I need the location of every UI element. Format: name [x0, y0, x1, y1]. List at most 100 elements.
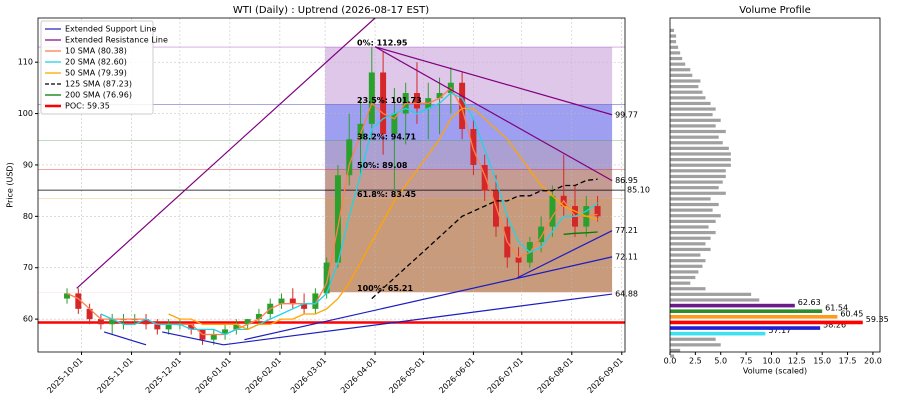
fib-label: 61.8%: 83.45 [357, 190, 416, 199]
x-tick-label: 20.0 [864, 357, 882, 366]
volume-bar [670, 101, 711, 106]
volume-bar [670, 208, 713, 212]
volume-bar [670, 152, 731, 156]
x-tick-label: 17.5 [839, 357, 857, 366]
sma-line [100, 92, 598, 336]
volume-bar [670, 253, 701, 257]
candle-body [538, 226, 545, 243]
y-tick-label: 100 [18, 109, 33, 118]
legend-box [40, 20, 154, 115]
fib-label: 23.5%: 101.73 [357, 96, 422, 105]
trendline-label: 77.21 [615, 226, 638, 235]
candle-body [323, 262, 330, 294]
y-tick-label: 110 [18, 58, 33, 67]
volume-bar [670, 73, 693, 77]
x-tick-label: 2026-09-01 [586, 356, 625, 395]
volume-bar [670, 118, 721, 122]
volume-bar-highlight [670, 309, 823, 314]
volume-bar [670, 264, 703, 268]
volume-axes-frame [669, 17, 881, 353]
candle-body [346, 139, 353, 176]
resistance-line [374, 46, 613, 182]
volume-bar [670, 225, 709, 229]
legend-label: 10 SMA (80.38) [65, 47, 127, 56]
x-tick-label: 2026-08-01 [536, 356, 575, 395]
x-tick-label: 10.0 [763, 357, 781, 366]
volume-bar [670, 51, 681, 55]
candle-body [549, 195, 556, 227]
candle-body [154, 324, 161, 330]
candle-body [334, 175, 341, 263]
volume-bar [670, 287, 706, 291]
volume-bar [670, 62, 686, 66]
candle-body [75, 293, 82, 309]
x-tick-label: 7.5 [740, 357, 753, 366]
volume-bar [670, 191, 726, 195]
candle-body [357, 123, 364, 140]
candle-body [459, 82, 466, 129]
legend-label: 125 SMA (87.23) [65, 80, 132, 89]
highlight-label: 59.35 [866, 315, 889, 324]
volume-title: Volume Profile [739, 5, 810, 16]
candle-body [492, 190, 499, 227]
candle-body [312, 293, 319, 309]
candle-body [301, 303, 308, 309]
volume-bar [670, 236, 711, 240]
candle-body [222, 329, 229, 335]
x-tick-label: 0.0 [664, 357, 677, 366]
fib-label: 100%: 65.21 [357, 284, 413, 293]
candle-body [481, 164, 488, 191]
candle-body [64, 293, 71, 299]
volume-bar [670, 298, 760, 302]
volume-bar [670, 270, 699, 274]
candle-body [109, 319, 116, 325]
volume-bar [670, 230, 716, 235]
support-line [162, 331, 224, 346]
volume-bar-highlight [670, 331, 766, 336]
resistance-line [76, 18, 376, 289]
volume-bar [670, 146, 729, 150]
x-tick-label: 5.0 [714, 357, 727, 366]
x-tick-label: 2025-11-01 [95, 356, 134, 395]
volume-bar [670, 163, 731, 167]
volume-bar-highlight [670, 303, 795, 308]
candle-body [165, 324, 172, 330]
x-tick-label: 2026-06-01 [437, 356, 476, 395]
candle-body [86, 308, 93, 320]
y-tick-label: 70 [23, 263, 33, 272]
volume-bar [670, 40, 677, 44]
volume-bar-highlight [670, 320, 863, 325]
candle-body [244, 319, 251, 325]
fib-label: 0%: 112.95 [357, 39, 408, 48]
highlight-label: 61.54 [825, 304, 848, 313]
volume-bar [670, 56, 683, 61]
sma-line [371, 178, 598, 300]
x-tick-label: 12.5 [788, 357, 806, 366]
y-tick-label: 60 [23, 315, 33, 324]
candle-body [391, 113, 398, 135]
candle-body [97, 319, 104, 325]
x-tick-label: 2026-07-01 [486, 356, 525, 395]
x-tick-label: 2026-02-01 [244, 356, 283, 395]
volume-bar [670, 107, 716, 111]
legend: Extended Support Line Extended Resistance… [40, 20, 168, 115]
highlight-label: 60.45 [840, 309, 863, 318]
fib-band [325, 169, 613, 199]
plot-area [38, 18, 625, 352]
volume-bar [670, 96, 706, 100]
candle-body [436, 93, 443, 99]
x-tick-label: 15.0 [813, 357, 831, 366]
y-axis-label: Price (USD) [6, 162, 15, 207]
highlight-label: 58.26 [823, 321, 846, 330]
fib-label: 38.2%: 94.71 [357, 132, 416, 141]
volume-bar [670, 90, 703, 94]
volume-bar [670, 180, 723, 184]
fib-band [325, 140, 613, 170]
volume-bar [670, 113, 713, 117]
support-line [223, 293, 613, 346]
volume-bar [670, 79, 701, 83]
volume-bar [670, 84, 699, 89]
volume-bar [670, 275, 696, 280]
volume-bar [670, 135, 719, 139]
